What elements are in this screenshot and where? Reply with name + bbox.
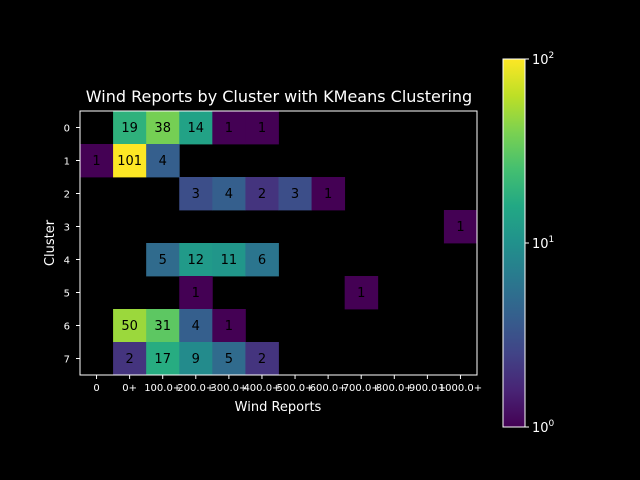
cell-value-label: 38 (154, 121, 171, 136)
heatmap-cell (113, 342, 147, 376)
cell-value-label: 1 (225, 121, 233, 136)
heatmap-cell (245, 111, 279, 145)
heatmap-cell (278, 177, 312, 211)
x-tick-label: 900.0+ (409, 383, 446, 394)
x-tick-label: 0 (93, 383, 99, 394)
heatmap-cell (443, 210, 478, 244)
cell-value-label: 4 (225, 187, 233, 202)
cell-value-label: 3 (291, 187, 299, 202)
heatmap-cell (212, 111, 246, 145)
cell-value-label: 14 (188, 121, 205, 136)
x-tick-label: 800.0+ (376, 383, 413, 394)
cell-value-label: 4 (192, 319, 200, 334)
heatmap-cell (245, 243, 279, 277)
cell-value-label: 50 (121, 319, 138, 334)
heatmap-cell (146, 111, 180, 145)
x-tick-label: 600.0+ (310, 383, 347, 394)
cell-value-label: 1 (357, 286, 365, 301)
heatmap-cell-labels: 19 38 14 1 11 101 43 4 2 3 115 12 11 61 150 31 4 12 17 9 5 2 (92, 121, 464, 367)
heatmap-cell (212, 342, 246, 376)
heatmap-cell (344, 276, 379, 310)
chart-title: Wind Reports by Cluster with KMeans Clus… (86, 87, 472, 106)
heatmap-cell (179, 177, 213, 211)
cell-value-label: 3 (192, 187, 200, 202)
colorbar-tick-label: 101 (532, 235, 554, 252)
y-axis-ticks: 0 1 2 3 4 5 6 7 (64, 124, 80, 366)
cell-value-label: 17 (154, 352, 171, 367)
heatmap-cell (179, 342, 213, 376)
cell-value-label: 4 (159, 154, 167, 169)
cell-value-label: 19 (121, 121, 138, 136)
cell-value-label: 2 (125, 352, 133, 367)
colorbar-ticks: 100 101 102 (525, 51, 555, 436)
heatmap-cell (179, 111, 213, 145)
heatmap-cell (146, 243, 180, 277)
x-axis-ticks: 0 0+ 100.0+200.0+300.0+400.0+500.0+600.0+7… (93, 375, 482, 394)
cell-value-label: 1 (225, 319, 233, 334)
x-tick-label: 100.0+ (144, 383, 181, 394)
heatmap-cell (179, 276, 213, 310)
heatmap-cell (212, 177, 246, 211)
x-tick-label: 200.0+ (177, 383, 214, 394)
plot-area: 19 38 14 1 11 101 43 4 2 3 115 12 11 61 150 31 4 12 17 9 5 2 (79, 110, 478, 376)
y-tick-label: 0 (64, 124, 70, 135)
y-tick-label: 3 (64, 223, 70, 234)
cell-value-label: 101 (117, 154, 142, 169)
y-tick-label: 5 (64, 289, 70, 300)
cell-value-label: 9 (192, 352, 200, 367)
x-tick-label: 0+ (122, 383, 137, 394)
x-tick-label: 300.0+ (210, 383, 247, 394)
y-tick-label: 2 (64, 190, 70, 201)
heatmap-cell (212, 243, 246, 277)
y-axis-label: Cluster (43, 219, 58, 266)
y-tick-label: 1 (64, 157, 70, 168)
x-tick-label: 500.0+ (277, 383, 314, 394)
cell-value-label: 11 (221, 253, 238, 268)
heatmap-cell (212, 309, 246, 343)
heatmap-cell (113, 111, 147, 145)
heatmap-cell (179, 243, 213, 277)
colorbar-gradient (503, 59, 525, 427)
heatmap-cell (113, 309, 147, 343)
x-tick-label: 700.0+ (343, 383, 380, 394)
heatmap-cells (80, 111, 478, 376)
cell-value-label: 12 (188, 253, 205, 268)
heatmap-cell (179, 309, 213, 343)
heatmap-cell (245, 177, 279, 211)
cell-value-label: 1 (258, 121, 266, 136)
heatmap-cell (80, 144, 114, 178)
colorbar-tick-label: 102 (532, 51, 554, 68)
heatmap-cell (113, 144, 147, 178)
cell-value-label: 1 (324, 187, 332, 202)
colorbar: 100 101 102 (502, 51, 555, 436)
heatmap-cell (146, 144, 180, 178)
x-tick-label: 400.0+ (243, 383, 280, 394)
cell-value-label: 1 (456, 220, 464, 235)
y-tick-label: 4 (64, 256, 70, 267)
x-tick-label: 1000.0+ (439, 383, 482, 394)
x-axis-label: Wind Reports (235, 400, 322, 415)
y-tick-label: 6 (64, 322, 70, 333)
heatmap-cell (311, 177, 346, 211)
cell-value-label: 2 (258, 352, 266, 367)
cell-value-label: 5 (159, 253, 167, 268)
cell-value-label: 5 (225, 352, 233, 367)
colorbar-tick-label: 100 (532, 419, 555, 436)
heatmap-cell (146, 342, 180, 376)
heatmap-cell (146, 309, 180, 343)
cell-value-label: 1 (92, 154, 100, 169)
cell-value-label: 6 (258, 253, 266, 268)
cell-value-label: 1 (192, 286, 200, 301)
y-tick-label: 7 (64, 355, 70, 366)
plot-frame (79, 110, 478, 376)
cell-value-label: 2 (258, 187, 266, 202)
cell-value-label: 31 (154, 319, 171, 334)
heatmap-cell (245, 342, 279, 376)
